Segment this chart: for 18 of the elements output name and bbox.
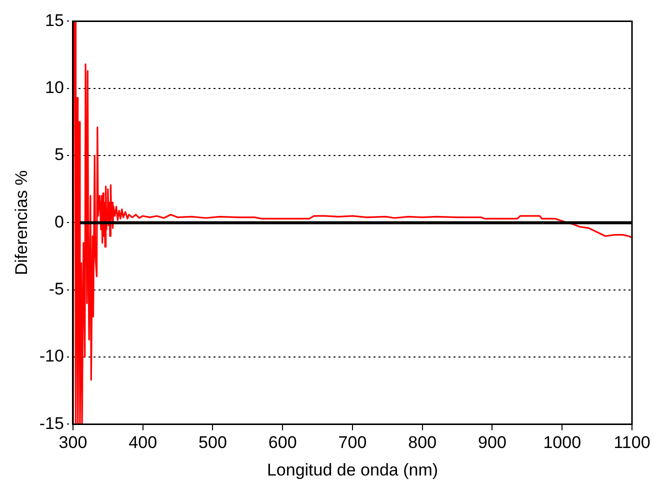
x-tick-label: 700	[338, 433, 367, 452]
x-tick-label: 300	[58, 433, 88, 452]
y-tick-label: -15	[39, 414, 64, 433]
x-tick-label: 1000	[543, 433, 582, 452]
y-tick-label: -10	[39, 346, 64, 366]
y-tick-label: 0	[54, 212, 64, 232]
x-tick-label: 400	[128, 433, 158, 452]
x-axis-title: Longitud de onda (nm)	[266, 460, 438, 480]
y-tick-label: -5	[48, 280, 64, 299]
y-tick-label: 5	[54, 145, 64, 164]
x-tick-label: 1100	[614, 433, 650, 452]
y-axis-title: Diferencias %	[12, 170, 31, 276]
x-tick-label: 900	[478, 433, 506, 452]
x-tick-label: 600	[268, 433, 297, 452]
y-tick-label: 10	[45, 78, 64, 98]
y-tick-label: 15	[45, 10, 64, 30]
x-tick-label: 800	[408, 433, 437, 452]
x-tick-label: 500	[198, 433, 227, 452]
